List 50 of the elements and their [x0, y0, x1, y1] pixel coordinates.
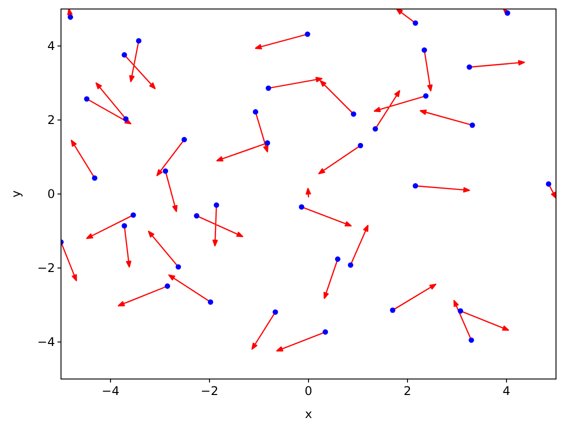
- point: [182, 136, 187, 142]
- x-tick-label: 4: [502, 384, 510, 398]
- x-tick-label: 2: [404, 384, 412, 398]
- point: [546, 181, 552, 187]
- point: [136, 38, 142, 44]
- point: [422, 47, 428, 53]
- point: [194, 213, 200, 219]
- point: [358, 142, 364, 148]
- point: [252, 109, 258, 115]
- y-tick-label: 2: [47, 113, 55, 128]
- point: [348, 262, 354, 268]
- point: [350, 111, 356, 117]
- point: [92, 175, 98, 181]
- point: [162, 168, 168, 174]
- y-tick-label: −4: [37, 335, 55, 350]
- point: [322, 329, 328, 335]
- point: [130, 212, 136, 218]
- point: [468, 337, 474, 343]
- point: [264, 140, 270, 146]
- y-tick-label: 0: [47, 187, 55, 202]
- y-tick-label: 4: [47, 39, 55, 54]
- x-tick-label: −2: [200, 384, 218, 398]
- x-tick-label: 0: [304, 384, 312, 398]
- point: [272, 309, 278, 315]
- y-axis-title: y: [9, 190, 23, 198]
- x-axis-title: x: [304, 407, 312, 421]
- point: [122, 223, 128, 229]
- point: [68, 14, 74, 20]
- point: [304, 31, 310, 37]
- point: [466, 64, 472, 70]
- point: [122, 52, 128, 58]
- point: [208, 299, 214, 305]
- point: [84, 96, 90, 102]
- point: [504, 10, 510, 16]
- point: [423, 93, 429, 99]
- point: [123, 116, 129, 122]
- point: [298, 204, 304, 210]
- point: [372, 126, 378, 132]
- point: [335, 256, 340, 262]
- x-tick-label: −4: [102, 384, 120, 398]
- point: [390, 307, 396, 313]
- point: [164, 283, 170, 289]
- point: [412, 183, 418, 189]
- point: [266, 85, 272, 91]
- point: [458, 308, 464, 314]
- point: [470, 122, 476, 128]
- point: [176, 264, 182, 270]
- y-tick-label: −2: [37, 261, 55, 276]
- point: [214, 202, 220, 208]
- point: [412, 20, 418, 26]
